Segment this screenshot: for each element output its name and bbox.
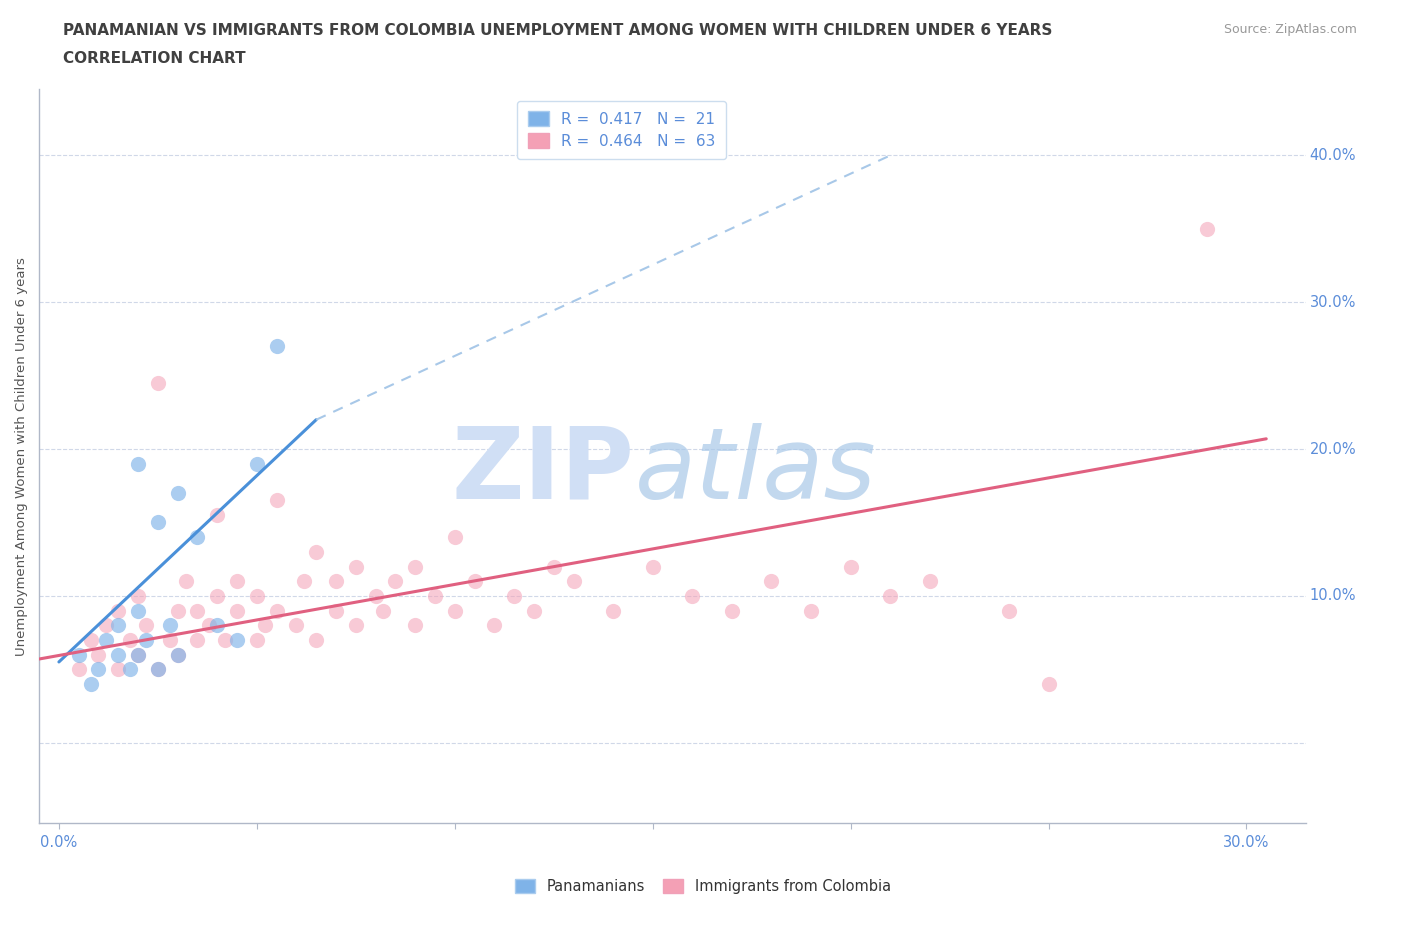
- Point: [174, 574, 197, 589]
- Point: [207, 508, 229, 523]
- Point: [602, 604, 624, 618]
- Point: [166, 604, 188, 618]
- Point: [127, 457, 149, 472]
- Point: [285, 618, 308, 632]
- Legend: R =  0.417   N =  21, R =  0.464   N =  63: R = 0.417 N = 21, R = 0.464 N = 63: [517, 100, 727, 159]
- Point: [214, 632, 236, 647]
- Point: [166, 647, 188, 662]
- Point: [543, 559, 565, 574]
- Point: [761, 574, 783, 589]
- Point: [423, 589, 446, 604]
- Point: [96, 632, 118, 647]
- Point: [186, 604, 208, 618]
- Point: [364, 589, 387, 604]
- Point: [146, 376, 169, 391]
- Text: 10.0%: 10.0%: [1310, 589, 1357, 604]
- Point: [96, 618, 118, 632]
- Point: [523, 604, 546, 618]
- Point: [107, 647, 129, 662]
- Point: [79, 632, 101, 647]
- Point: [79, 676, 101, 691]
- Point: [344, 559, 367, 574]
- Point: [344, 618, 367, 632]
- Point: [292, 574, 315, 589]
- Point: [87, 662, 110, 677]
- Point: [186, 632, 208, 647]
- Text: 40.0%: 40.0%: [1310, 148, 1357, 163]
- Point: [226, 604, 249, 618]
- Point: [207, 589, 229, 604]
- Point: [159, 632, 181, 647]
- Point: [246, 457, 269, 472]
- Point: [305, 632, 328, 647]
- Point: [266, 493, 288, 508]
- Point: [146, 662, 169, 677]
- Point: [503, 589, 526, 604]
- Point: [146, 515, 169, 530]
- Point: [127, 647, 149, 662]
- Point: [266, 339, 288, 353]
- Point: [305, 544, 328, 559]
- Point: [127, 604, 149, 618]
- Point: [404, 559, 426, 574]
- Point: [246, 589, 269, 604]
- Point: [443, 530, 465, 545]
- Point: [67, 647, 90, 662]
- Point: [325, 574, 347, 589]
- Point: [207, 618, 229, 632]
- Point: [166, 485, 188, 500]
- Point: [226, 574, 249, 589]
- Legend: Panamanians, Immigrants from Colombia: Panamanians, Immigrants from Colombia: [509, 872, 897, 899]
- Point: [681, 589, 703, 604]
- Point: [198, 618, 221, 632]
- Point: [120, 632, 142, 647]
- Point: [443, 604, 465, 618]
- Y-axis label: Unemployment Among Women with Children Under 6 years: Unemployment Among Women with Children U…: [15, 257, 28, 656]
- Text: 0.0%: 0.0%: [41, 835, 77, 850]
- Point: [800, 604, 823, 618]
- Point: [721, 604, 744, 618]
- Point: [107, 604, 129, 618]
- Text: CORRELATION CHART: CORRELATION CHART: [63, 51, 246, 66]
- Point: [135, 632, 157, 647]
- Point: [159, 618, 181, 632]
- Point: [998, 604, 1021, 618]
- Point: [120, 662, 142, 677]
- Point: [146, 662, 169, 677]
- Text: ZIP: ZIP: [451, 422, 634, 520]
- Point: [226, 632, 249, 647]
- Point: [127, 589, 149, 604]
- Point: [1038, 676, 1060, 691]
- Text: PANAMANIAN VS IMMIGRANTS FROM COLOMBIA UNEMPLOYMENT AMONG WOMEN WITH CHILDREN UN: PANAMANIAN VS IMMIGRANTS FROM COLOMBIA U…: [63, 23, 1053, 38]
- Point: [186, 530, 208, 545]
- Point: [373, 604, 395, 618]
- Point: [464, 574, 486, 589]
- Point: [918, 574, 941, 589]
- Point: [484, 618, 506, 632]
- Text: atlas: atlas: [634, 422, 876, 520]
- Point: [879, 589, 901, 604]
- Point: [325, 604, 347, 618]
- Text: 30.0%: 30.0%: [1223, 835, 1270, 850]
- Point: [641, 559, 664, 574]
- Point: [135, 618, 157, 632]
- Point: [127, 647, 149, 662]
- Point: [107, 662, 129, 677]
- Point: [253, 618, 276, 632]
- Point: [1195, 221, 1218, 236]
- Point: [384, 574, 406, 589]
- Point: [839, 559, 862, 574]
- Point: [166, 647, 188, 662]
- Point: [246, 632, 269, 647]
- Point: [67, 662, 90, 677]
- Point: [562, 574, 585, 589]
- Point: [404, 618, 426, 632]
- Point: [266, 604, 288, 618]
- Text: 20.0%: 20.0%: [1310, 442, 1357, 457]
- Point: [87, 647, 110, 662]
- Point: [107, 618, 129, 632]
- Text: Source: ZipAtlas.com: Source: ZipAtlas.com: [1223, 23, 1357, 36]
- Text: 30.0%: 30.0%: [1310, 295, 1357, 310]
